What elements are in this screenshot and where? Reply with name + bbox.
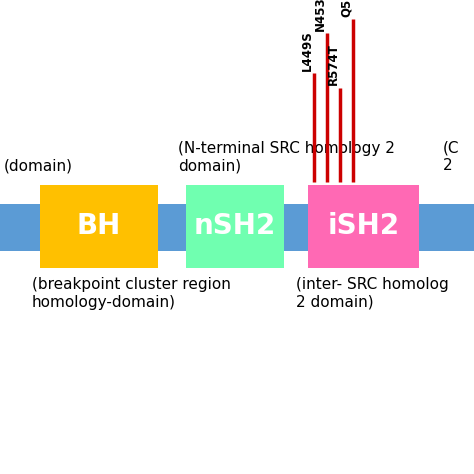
Bar [39, 185, 158, 268]
Text: BH: BH [77, 212, 121, 240]
Text: N453_T454insN: N453_T454insN [314, 0, 327, 31]
Text: (N-terminal SRC homology 2
domain): (N-terminal SRC homology 2 domain) [178, 141, 395, 173]
Text: R574T: R574T [327, 44, 340, 85]
Text: nSH2: nSH2 [194, 212, 276, 240]
Text: (C
2: (C 2 [442, 141, 459, 173]
Bar [186, 185, 284, 268]
Text: (breakpoint cluster region
homology-domain): (breakpoint cluster region homology-doma… [32, 277, 230, 310]
Text: Q579_Y580insDK: Q579_Y580insDK [340, 0, 353, 17]
Bar [308, 185, 419, 268]
Text: iSH2: iSH2 [328, 212, 400, 240]
Text: L449S: L449S [301, 30, 314, 71]
Bar [0, 204, 474, 251]
Text: (domain): (domain) [4, 158, 73, 173]
Text: (inter- SRC homolog
2 domain): (inter- SRC homolog 2 domain) [296, 277, 449, 310]
